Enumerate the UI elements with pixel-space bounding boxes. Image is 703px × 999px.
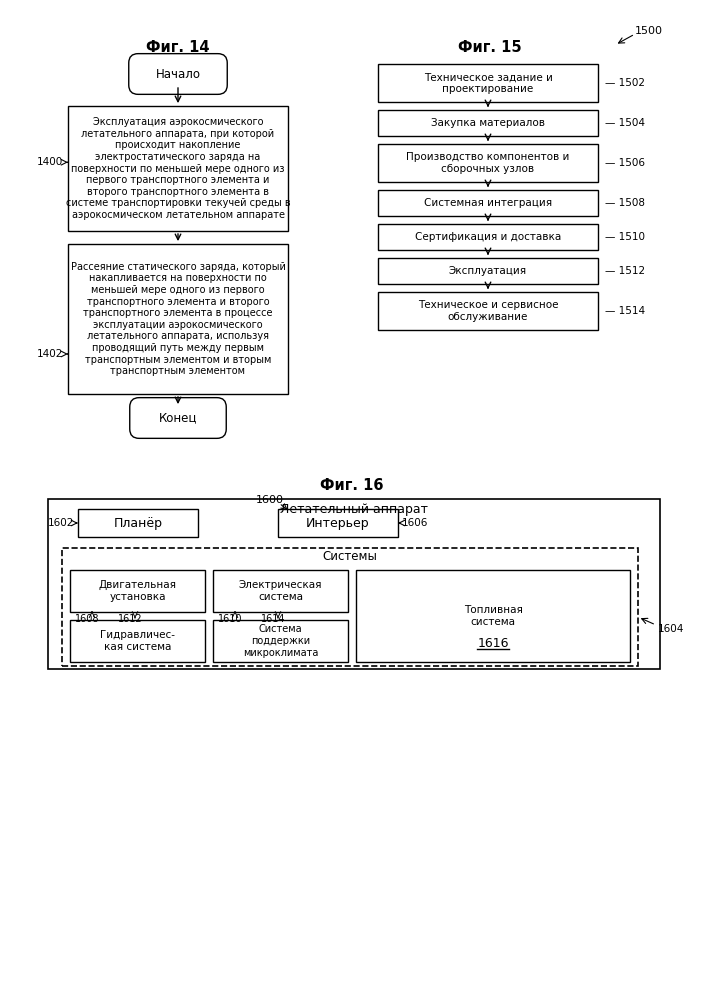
Text: Система
поддержки
микроклимата: Система поддержки микроклимата <box>243 624 318 657</box>
FancyBboxPatch shape <box>129 54 227 94</box>
Text: 1500: 1500 <box>635 26 663 36</box>
Text: Интерьер: Интерьер <box>307 516 370 529</box>
Text: Начало: Начало <box>155 68 200 81</box>
Bar <box>378 258 598 284</box>
Text: 1614: 1614 <box>261 614 285 624</box>
Bar <box>68 106 288 231</box>
Text: — 1510: — 1510 <box>605 232 645 242</box>
Bar <box>278 509 398 537</box>
Text: 1606: 1606 <box>402 517 428 527</box>
Text: Конец: Конец <box>159 412 197 425</box>
Bar <box>378 292 598 330</box>
Text: Фиг. 14: Фиг. 14 <box>146 40 209 55</box>
Text: Производство компонентов и
сборочных узлов: Производство компонентов и сборочных узл… <box>406 152 569 174</box>
Text: Летательный аппарат: Летательный аппарат <box>280 503 428 516</box>
Text: 1602: 1602 <box>48 518 74 528</box>
Bar <box>378 224 598 250</box>
Text: Техническое задание и
проектирование: Техническое задание и проектирование <box>424 72 553 94</box>
Text: — 1506: — 1506 <box>605 158 645 168</box>
Bar <box>48 499 660 669</box>
Text: 1610: 1610 <box>218 614 243 624</box>
Text: — 1514: — 1514 <box>605 306 645 316</box>
Text: 1600: 1600 <box>256 495 284 505</box>
Text: Топливная
система: Топливная система <box>463 605 522 626</box>
Text: 1616: 1616 <box>477 636 509 649</box>
Text: Планёр: Планёр <box>113 516 162 529</box>
Text: Закупка материалов: Закупка материалов <box>431 118 545 128</box>
Bar <box>378 64 598 102</box>
Bar <box>68 244 288 394</box>
Bar <box>356 570 630 662</box>
Text: Системы: Системы <box>323 550 378 563</box>
Bar <box>70 570 205 612</box>
Text: — 1512: — 1512 <box>605 266 645 276</box>
Bar <box>378 144 598 182</box>
Bar <box>78 509 198 537</box>
FancyBboxPatch shape <box>130 398 226 439</box>
Text: 1612: 1612 <box>118 614 143 624</box>
Text: Рассеяние статического заряда, который
накапливается на поверхности по
меньшей м: Рассеяние статического заряда, который н… <box>70 262 285 377</box>
Text: Фиг. 16: Фиг. 16 <box>321 478 384 493</box>
Text: Двигательная
установка: Двигательная установка <box>98 580 176 601</box>
Bar <box>213 620 348 662</box>
Text: Эксплуатация аэрокосмического
летательного аппарата, при которой
происходит нако: Эксплуатация аэрокосмического летательно… <box>65 117 290 220</box>
Text: — 1502: — 1502 <box>605 78 645 88</box>
Text: — 1504: — 1504 <box>605 118 645 128</box>
Text: Системная интеграция: Системная интеграция <box>424 198 552 208</box>
Text: Фиг. 15: Фиг. 15 <box>458 40 522 55</box>
Text: Гидравличес-
кая система: Гидравличес- кая система <box>100 630 175 651</box>
Text: 1402: 1402 <box>37 349 63 359</box>
Bar <box>62 548 638 666</box>
Text: — 1508: — 1508 <box>605 198 645 208</box>
Bar <box>213 570 348 612</box>
Text: Сертификация и доставка: Сертификация и доставка <box>415 232 561 242</box>
Text: Техническое и сервисное
обслуживание: Техническое и сервисное обслуживание <box>418 301 558 322</box>
Bar <box>70 620 205 662</box>
Text: 1608: 1608 <box>75 614 100 624</box>
Text: 1604: 1604 <box>658 624 685 634</box>
Text: Электрическая
система: Электрическая система <box>239 580 322 601</box>
Text: 1400: 1400 <box>37 157 63 167</box>
Bar <box>378 190 598 216</box>
Text: Эксплуатация: Эксплуатация <box>449 266 527 276</box>
Bar <box>378 110 598 136</box>
